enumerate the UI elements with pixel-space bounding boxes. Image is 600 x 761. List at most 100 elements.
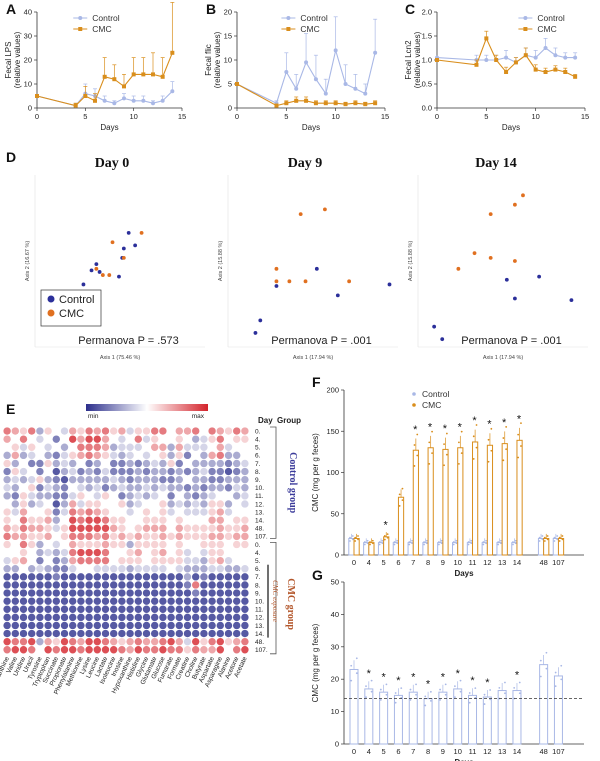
replicate-point: [502, 437, 505, 439]
heatmap-cell: [110, 621, 118, 630]
heatmap-cell: [241, 629, 249, 638]
data-point-cmc: [513, 60, 518, 65]
pcoa-point-cmc: [323, 207, 327, 212]
heatmap-cell: [19, 443, 28, 451]
replicate-point: [513, 686, 516, 689]
x-tick-label: 48: [539, 747, 547, 756]
heatmap-cell: [183, 475, 192, 484]
heatmap-cell: [69, 605, 77, 613]
heatmap-cell: [126, 508, 134, 516]
replicate-point: [514, 539, 517, 542]
heatmap-cell: [85, 637, 93, 646]
y-tick-label: 20: [331, 675, 339, 684]
heatmap-cell: [11, 508, 19, 516]
replicate-point: [504, 681, 506, 684]
heatmap-cell: [44, 524, 52, 532]
heatmap-cell: [3, 443, 11, 451]
heatmap-cell: [28, 581, 36, 589]
heatmap-cell: [11, 427, 19, 435]
replicate-point: [357, 535, 359, 537]
heatmap-cell: [126, 459, 134, 468]
heatmap-cell: [101, 589, 110, 597]
heatmap-cell: [241, 516, 249, 524]
data-point-control: [141, 98, 146, 103]
heatmap-cell: [3, 427, 11, 435]
cmc-group-label: CMC group: [285, 578, 296, 630]
heatmap-cell: [142, 451, 151, 460]
pcoa-point-cmc: [488, 212, 493, 216]
heatmap-cell: [134, 516, 142, 524]
legend-label: Control: [92, 13, 120, 23]
y-axis-label: CMC (mg per g feces): [311, 433, 320, 512]
data-point-cmc: [284, 101, 289, 106]
heatmap-cell: [233, 573, 241, 581]
heatmap-cell: [110, 581, 118, 589]
heatmap-cell: [200, 467, 208, 476]
replicate-point: [363, 541, 366, 543]
heatmap-cell: [118, 605, 126, 613]
y-axis-label-line: (relative values): [413, 31, 422, 88]
heatmap-cell: [69, 451, 77, 460]
heatmap-cell: [175, 581, 183, 589]
heatmap-cell: [36, 589, 44, 597]
heatmap-cell: [28, 451, 36, 460]
row-label-day: 9.: [255, 477, 261, 484]
replicate-point: [386, 533, 389, 536]
heatmap-cell: [208, 613, 216, 622]
replicate-point: [425, 539, 428, 542]
data-point-control: [122, 96, 126, 101]
heatmap-cell: [134, 427, 142, 435]
pcoa-point-control: [81, 282, 86, 287]
heatmap-cell: [151, 621, 159, 630]
significance-star: *: [458, 421, 463, 433]
data-point-control: [363, 91, 368, 96]
heatmap-cell: [233, 427, 241, 435]
heatmap-cell: [216, 573, 224, 581]
pcoa-point-control: [387, 282, 392, 287]
heatmap-cell: [183, 556, 192, 565]
heatmap-cell: [192, 516, 200, 524]
heatmap-cell: [110, 565, 118, 573]
replicate-point: [518, 692, 521, 695]
pcoa-title: Day 9: [288, 156, 323, 171]
replicate-point: [520, 445, 522, 447]
heatmap-cell: [233, 443, 241, 451]
y-axis-label: Axis 2 (15.88 %): [408, 241, 414, 282]
heatmap-cell: [93, 459, 102, 468]
heatmap-cell: [183, 573, 192, 581]
y-tick-label: 30: [24, 32, 32, 41]
heatmap-cell: [208, 508, 216, 516]
heatmap-cell: [36, 605, 44, 613]
heatmap-cell: [52, 427, 60, 435]
heatmap-cell: [200, 508, 208, 516]
heatmap-cell: [142, 508, 151, 516]
x-tick-label: 14: [513, 747, 521, 756]
heatmap-cell: [224, 621, 233, 630]
replicate-point: [452, 541, 455, 543]
data-point-cmc: [343, 102, 348, 107]
heatmap-cell: [93, 443, 102, 451]
heatmap-cell: [241, 427, 249, 435]
heatmap-cell: [110, 484, 118, 492]
line-chart-flic: 0 5 10 15 20 0 5 10 15 Days Fecal flic(relative va…: [204, 8, 389, 133]
heatmap-cell: [142, 500, 151, 508]
x-tick-label: 0: [35, 112, 39, 121]
heatmap-cell: [167, 613, 175, 622]
replicate-point: [541, 535, 544, 537]
replicate-point: [396, 542, 399, 545]
heatmap-cell: [101, 500, 110, 508]
replicate-point: [475, 424, 478, 426]
heatmap-cell: [85, 605, 93, 613]
heatmap-cell: [36, 565, 44, 573]
heatmap-cell: [3, 621, 11, 630]
data-point-cmc: [474, 62, 479, 67]
heatmap-cell: [167, 581, 175, 589]
heatmap-cell: [224, 540, 233, 549]
heatmap-cell: [167, 475, 175, 484]
heatmap-cell: [151, 467, 159, 476]
heatmap-cell: [11, 548, 19, 557]
heatmap-cell: [60, 467, 69, 476]
x-tick-label: 6: [396, 747, 400, 756]
heatmap-cell: [93, 548, 102, 557]
heatmap-cell: [60, 573, 69, 581]
